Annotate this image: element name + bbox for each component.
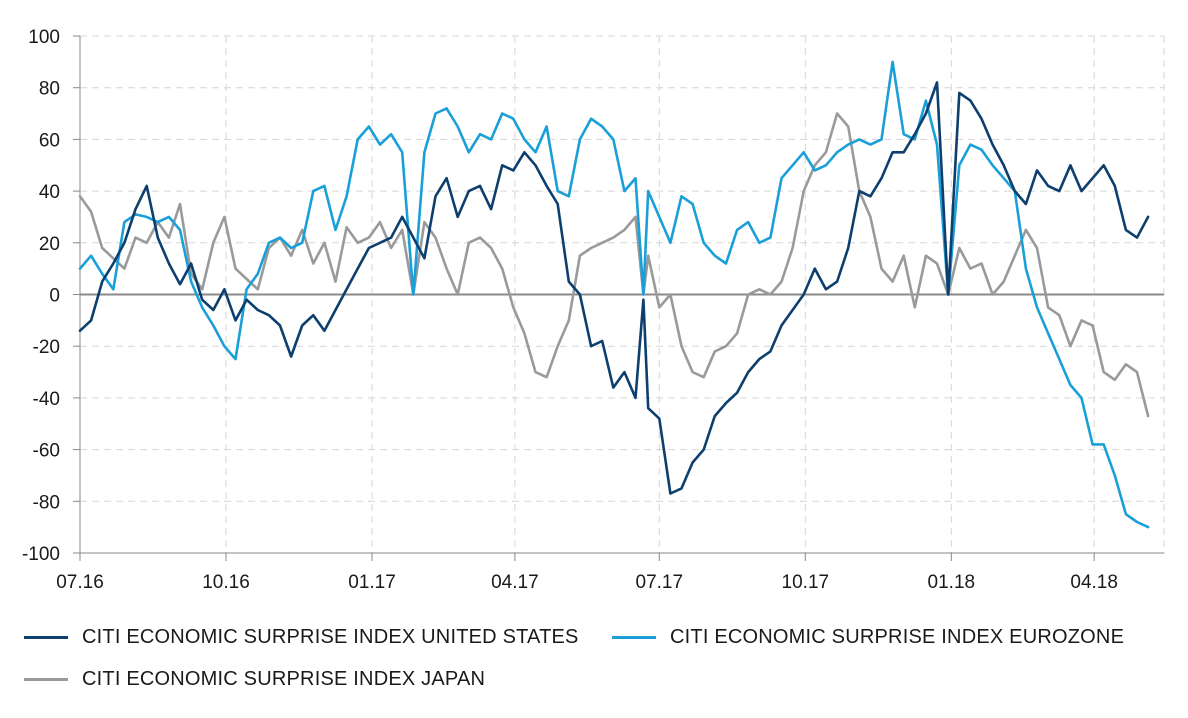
axes	[73, 35, 1164, 561]
y-tick-label: -100	[22, 544, 60, 565]
x-tick-label: 10.16	[202, 572, 250, 593]
tick-labels: 100 80 60 40 20 0 -20 -40 -60 -80 -100 07.16 10.16 01…	[22, 27, 1118, 593]
x-tick-label: 10.17	[782, 572, 830, 593]
y-tick-label: 60	[39, 130, 60, 151]
x-tick-label: 01.17	[348, 572, 396, 593]
x-tick-label: 04.18	[1070, 572, 1118, 593]
y-tick-label: 100	[28, 27, 60, 48]
x-tick-label: 01.18	[928, 572, 976, 593]
y-tick-label: -80	[33, 492, 60, 513]
y-tick-label: 20	[39, 234, 60, 255]
x-tick-label: 07.17	[636, 572, 684, 593]
series-line-us	[78, 81, 1150, 495]
series-line-japan	[78, 112, 1150, 418]
series-lines	[78, 60, 1150, 529]
x-tick-label: 04.17	[491, 572, 539, 593]
y-tick-label: -60	[33, 441, 60, 462]
y-tick-label: 40	[39, 182, 60, 203]
y-tick-label: -40	[33, 389, 60, 410]
y-tick-label: -20	[33, 337, 60, 358]
series-line-eurozone	[78, 60, 1150, 529]
y-tick-label: 0	[49, 286, 60, 307]
y-tick-label: 80	[39, 79, 60, 100]
x-tick-label: 07.16	[56, 572, 104, 593]
